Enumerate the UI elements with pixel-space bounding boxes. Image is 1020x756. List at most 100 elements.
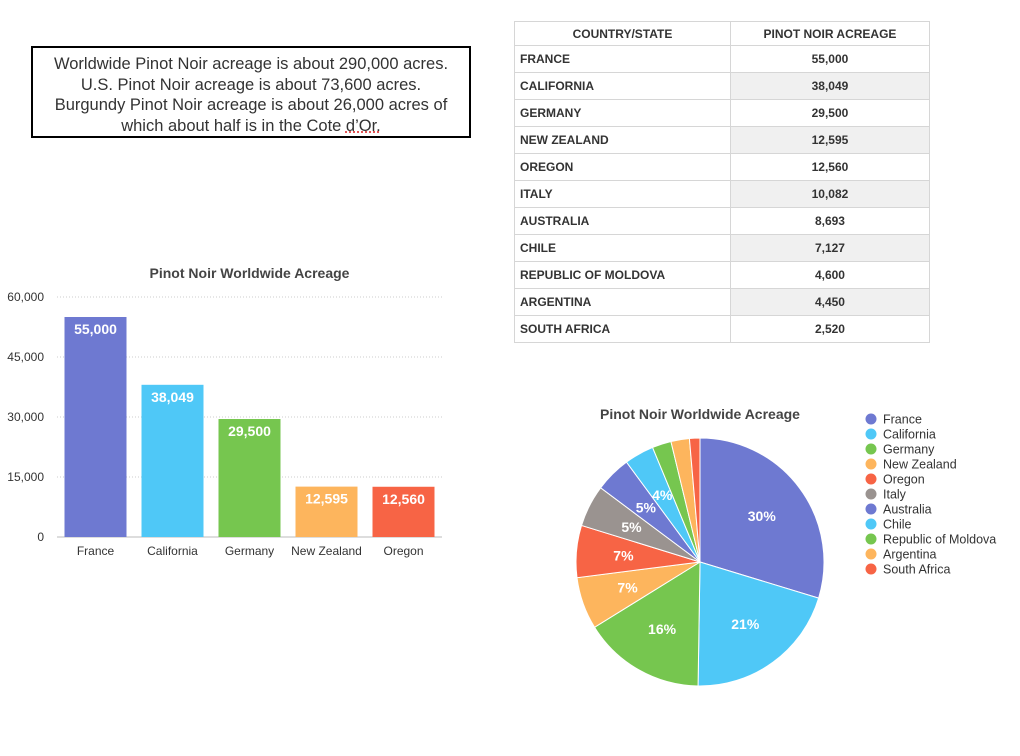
acreage-table: COUNTRY/STATE PINOT NOIR ACREAGE FRANCE 5… <box>514 21 931 343</box>
x-tick-label: France <box>77 544 115 558</box>
x-tick-label: New Zealand <box>291 544 362 558</box>
legend-label: Australia <box>883 503 932 517</box>
legend-label: Oregon <box>883 473 925 487</box>
legend-swatch <box>865 473 877 485</box>
pie-slice-label: 7% <box>617 580 638 596</box>
y-tick-label: 30,000 <box>7 410 44 424</box>
pie-slice <box>688 437 701 563</box>
country-cell: ARGENTINA <box>514 288 731 316</box>
y-tick-label: 15,000 <box>7 470 44 484</box>
bar-value-label: 55,000 <box>74 321 117 337</box>
country-cell: NEW ZEALAND <box>514 126 731 154</box>
pie-slice-label: 5% <box>636 499 657 515</box>
bar <box>372 486 435 537</box>
table-row: GERMANY 29,500 <box>514 99 931 127</box>
acreage-cell: 2,520 <box>729 315 931 343</box>
note-line-us: U.S. Pinot Noir acreage is about 73,600 … <box>80 75 422 94</box>
bar-value-label: 12,560 <box>382 491 425 507</box>
pie-chart-title: Pinot Noir Worldwide Acreage <box>600 406 800 422</box>
acreage-cell: 12,560 <box>729 153 931 181</box>
pie-slice-label: 4% <box>652 487 673 503</box>
acreage-cell: 10,082 <box>729 180 931 208</box>
header-acreage: PINOT NOIR ACREAGE <box>729 21 931 46</box>
legend-label: California <box>883 428 936 442</box>
country-cell: AUSTRALIA <box>514 207 731 235</box>
table-row: ITALY 10,082 <box>514 180 931 208</box>
legend-swatch <box>865 428 877 440</box>
note-line-burgundy-text: Burgundy Pinot Noir acreage is about 26,… <box>54 96 448 135</box>
legend-label: New Zealand <box>883 458 957 472</box>
pie-slice <box>593 561 701 687</box>
note-line-worldwide: Worldwide Pinot Noir acreage is about 29… <box>53 55 449 73</box>
x-tick-label: Germany <box>225 544 274 558</box>
bar <box>141 384 204 537</box>
legend-label: South Africa <box>883 563 950 577</box>
country-cell: SOUTH AFRICA <box>514 315 731 343</box>
pie-slice <box>580 487 701 563</box>
pie-slice-label: 21% <box>731 616 760 632</box>
legend-swatch <box>865 443 877 455</box>
acreage-cell: 7,127 <box>729 234 931 262</box>
bar-value-label: 29,500 <box>228 423 271 439</box>
acreage-cell: 4,450 <box>729 288 931 316</box>
legend-swatch <box>865 518 877 530</box>
acreage-cell: 55,000 <box>729 45 931 73</box>
table-header-row: COUNTRY/STATE PINOT NOIR ACREAGE <box>514 21 931 46</box>
acreage-cell: 4,600 <box>729 261 931 289</box>
table-body: FRANCE 55,000 CALIFORNIA 38,049 GERMANY 29,50… <box>514 45 931 343</box>
legend-swatch <box>865 488 877 500</box>
table-row: REPUBLIC OF MOLDOVA 4,600 <box>514 261 931 289</box>
note-line-burgundy: Burgundy Pinot Noir acreage is about 26,… <box>41 95 461 136</box>
legend-swatch <box>865 503 877 515</box>
header-country: COUNTRY/STATE <box>514 21 731 46</box>
bar <box>218 419 281 537</box>
table-row: ARGENTINA 4,450 <box>514 288 931 316</box>
bar-value-label: 12,595 <box>305 491 348 507</box>
summary-note: Worldwide Pinot Noir acreage is about 29… <box>31 46 471 138</box>
acreage-cell: 29,500 <box>729 99 931 127</box>
legend-label: Italy <box>883 488 907 502</box>
pie-slice <box>576 561 701 628</box>
pie-slice <box>697 561 820 687</box>
country-cell: CHILE <box>514 234 731 262</box>
country-cell: ITALY <box>514 180 731 208</box>
legend-swatch <box>865 563 877 575</box>
pie-slice-label: 5% <box>621 519 642 535</box>
table-row: NEW ZEALAND 12,595 <box>514 126 931 154</box>
pie-slice <box>699 437 825 599</box>
pie-slice <box>670 437 701 563</box>
table-row: CHILE 7,127 <box>514 234 931 262</box>
y-tick-label: 45,000 <box>7 350 44 364</box>
legend-label: France <box>883 413 922 427</box>
bar <box>64 317 127 537</box>
pie-slice <box>575 524 701 579</box>
country-cell: OREGON <box>514 153 731 181</box>
table-row: AUSTRALIA 8,693 <box>514 207 931 235</box>
x-tick-label: California <box>147 544 198 558</box>
legend-swatch <box>865 533 877 545</box>
pie-slice-label: 7% <box>613 547 634 563</box>
note-line-burgundy-suffix: d’Or. <box>345 116 381 135</box>
acreage-cell: 8,693 <box>729 207 931 235</box>
y-tick-label: 0 <box>37 530 44 544</box>
legend-swatch <box>865 548 877 560</box>
legend-swatch <box>865 413 877 425</box>
table-row: OREGON 12,560 <box>514 153 931 181</box>
table-row: SOUTH AFRICA 2,520 <box>514 315 931 343</box>
y-tick-label: 60,000 <box>7 290 44 304</box>
pie-slice <box>625 446 701 563</box>
pie-slice-label: 16% <box>648 621 677 637</box>
country-cell: REPUBLIC OF MOLDOVA <box>514 261 731 289</box>
legend-label: Argentina <box>883 548 937 562</box>
legend-label: Germany <box>883 443 935 457</box>
table-row: CALIFORNIA 38,049 <box>514 72 931 100</box>
legend-label: Republic of Moldova <box>883 533 996 547</box>
country-cell: FRANCE <box>514 45 731 73</box>
bar <box>295 486 358 537</box>
pie-slice <box>651 440 701 563</box>
legend-swatch <box>865 458 877 470</box>
bar-chart: Pinot Noir Worldwide Acreage 0 15,000 30,00… <box>7 265 442 558</box>
acreage-cell: 38,049 <box>729 72 931 100</box>
country-cell: GERMANY <box>514 99 731 127</box>
bar-value-label: 38,049 <box>151 389 194 405</box>
